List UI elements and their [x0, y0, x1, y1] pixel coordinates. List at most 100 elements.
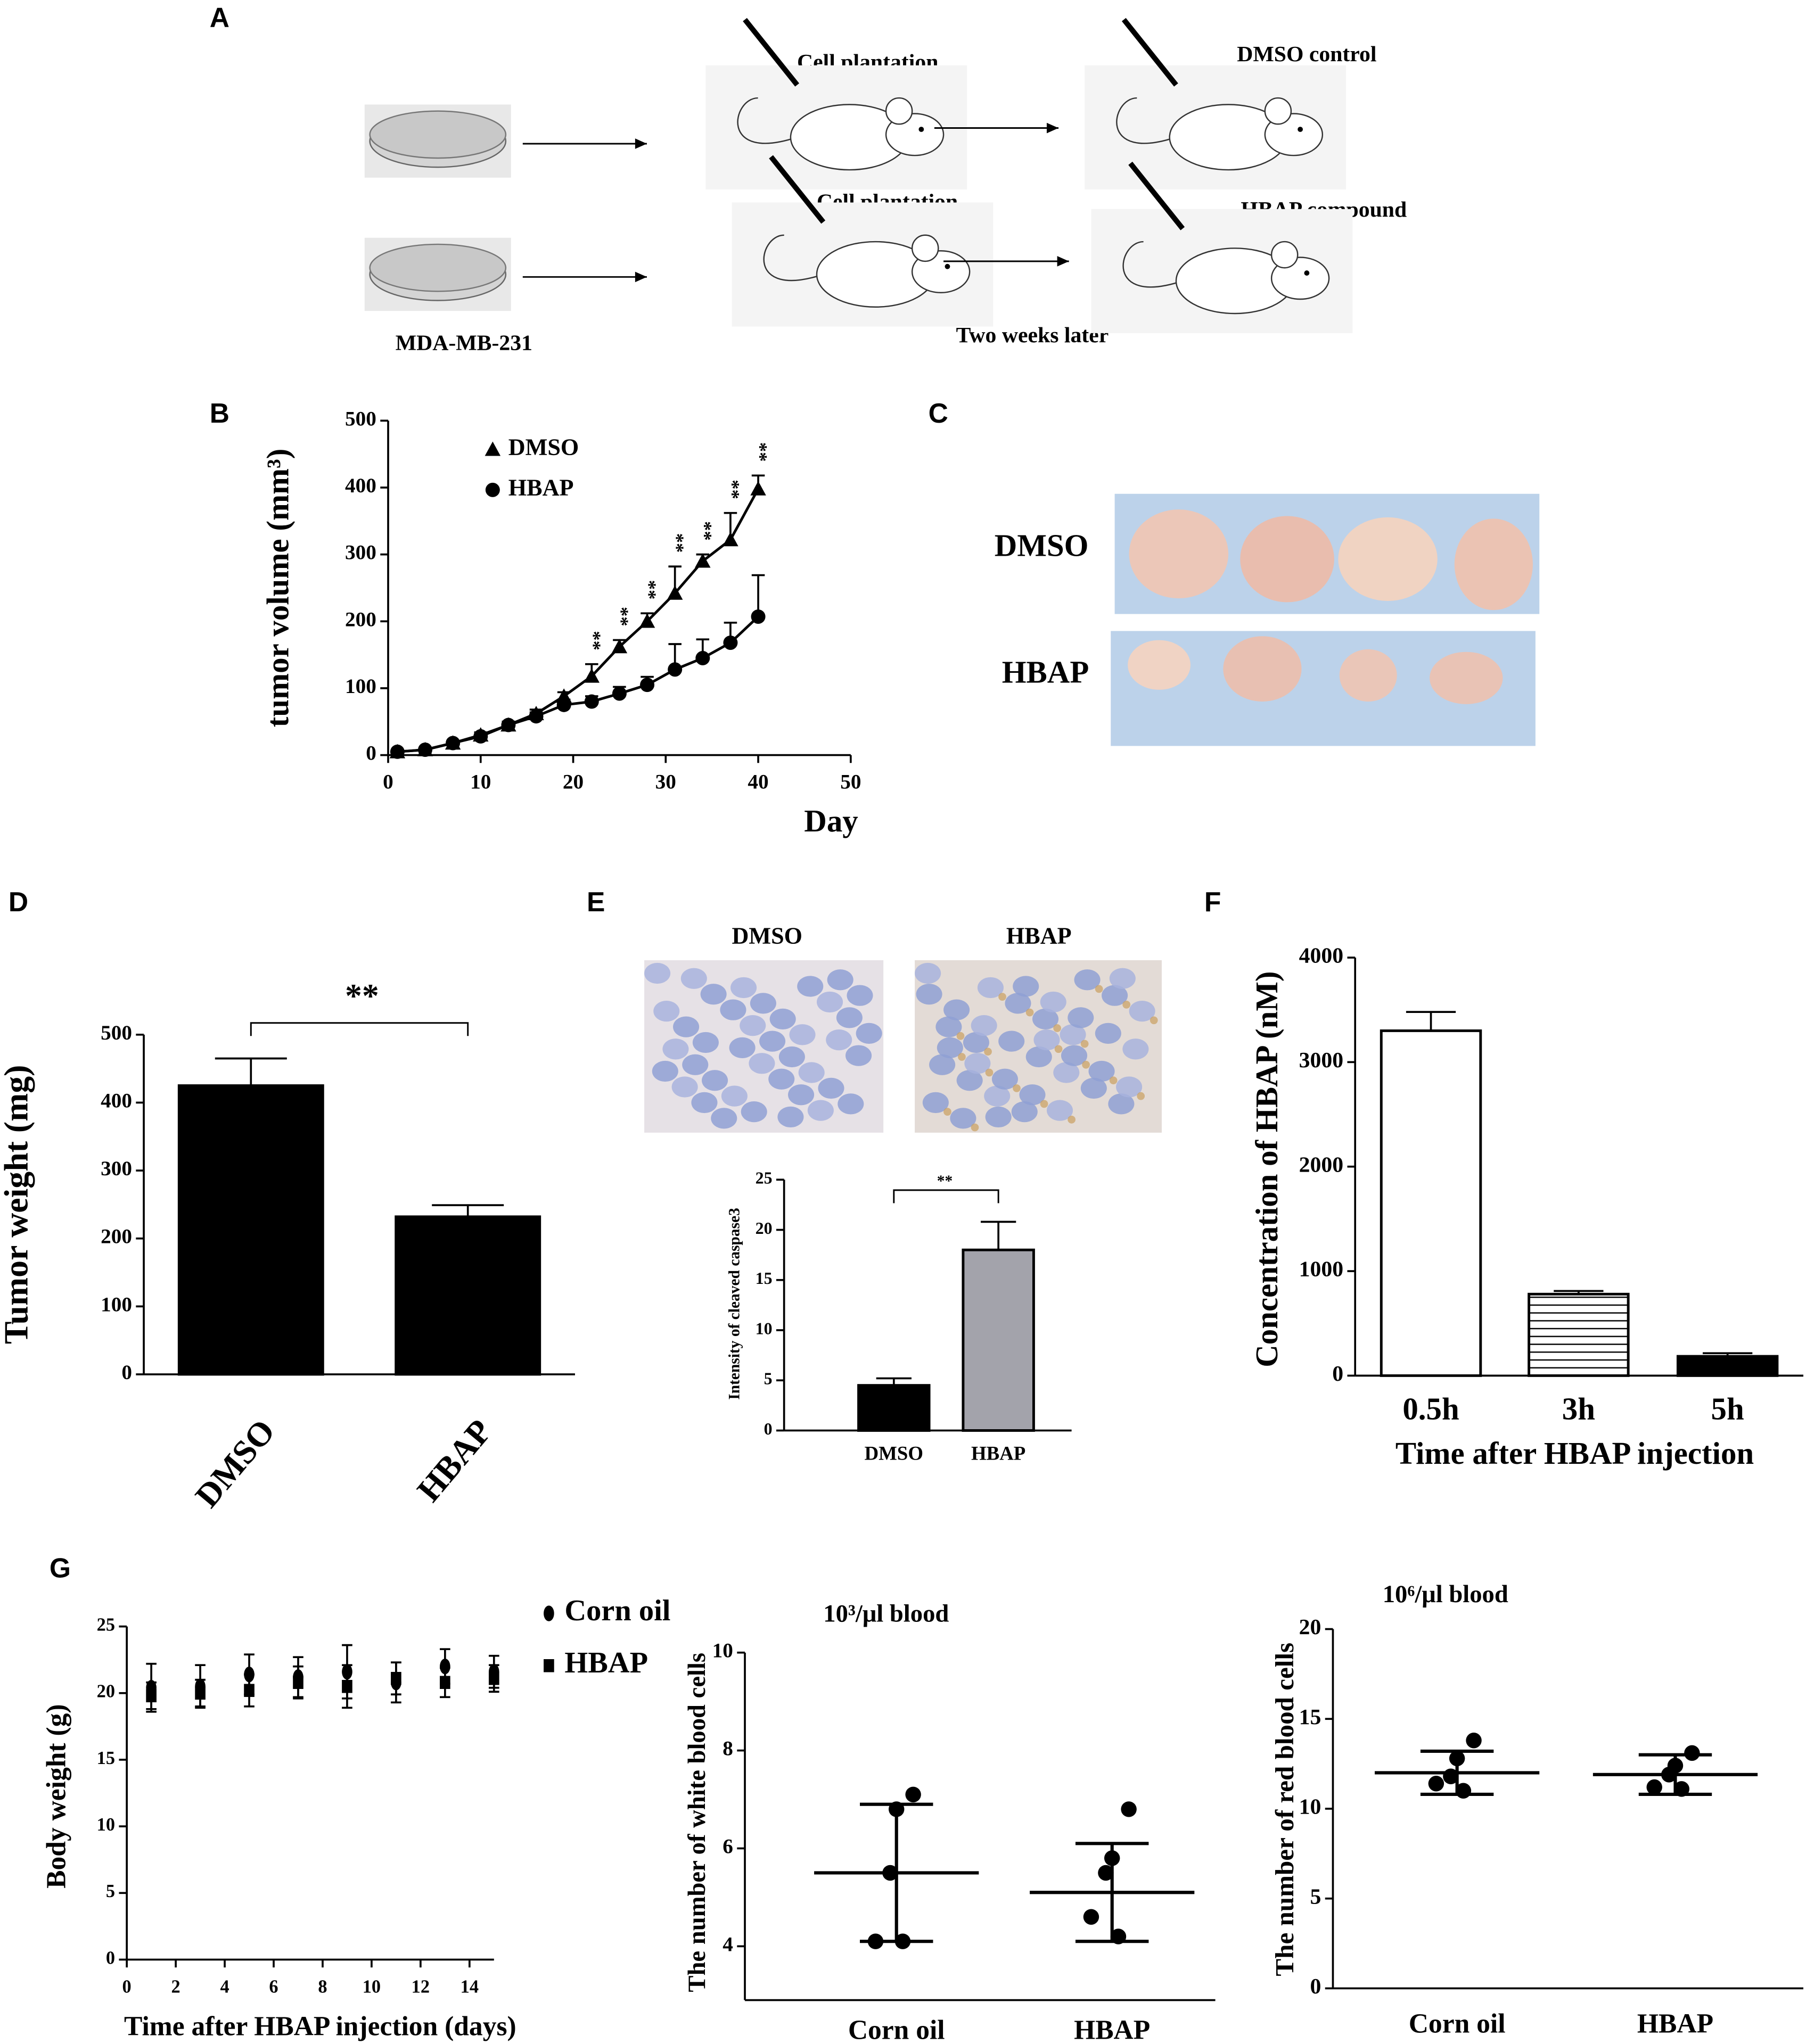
- marker: [391, 1671, 401, 1685]
- y-tick-label: 300: [345, 541, 376, 564]
- cell-nucleus: [963, 1032, 989, 1053]
- tumor: [1223, 636, 1302, 702]
- marker: [418, 743, 433, 757]
- x-tick-label: 2: [171, 1976, 180, 1997]
- stain: [984, 1048, 992, 1056]
- cell-nucleus: [768, 1068, 795, 1090]
- category-label: Corn oil: [848, 2015, 945, 2044]
- stain: [956, 1032, 965, 1040]
- cell-nucleus: [1122, 1039, 1149, 1060]
- stain: [1082, 1060, 1090, 1069]
- cell-nucleus: [673, 1016, 700, 1037]
- cell-nucleus: [964, 1053, 991, 1074]
- category-label: 5h: [1711, 1392, 1744, 1427]
- stain: [1053, 1024, 1061, 1032]
- point: [894, 1933, 911, 1949]
- significance-label: **: [611, 607, 633, 627]
- y-tick-label: 25: [97, 1614, 115, 1635]
- y-tick-label: 0: [1332, 1362, 1343, 1386]
- legend-label: HBAP: [564, 1646, 648, 1679]
- cell-nucleus: [788, 1084, 815, 1106]
- cell-nucleus: [711, 1108, 737, 1129]
- mouse-tail: [1122, 241, 1183, 288]
- y-tick-label: 3000: [1299, 1048, 1343, 1073]
- dish-rim: [369, 243, 507, 292]
- point: [1443, 1768, 1459, 1784]
- category-label: DMSO: [865, 1443, 923, 1464]
- bar: [395, 1215, 541, 1376]
- cell-nucleus: [798, 1062, 825, 1083]
- mouse-ear: [1270, 241, 1299, 269]
- marker: [556, 697, 571, 712]
- cell-nucleus: [777, 1106, 804, 1128]
- cell-nucleus: [950, 1108, 976, 1129]
- cell-nucleus: [729, 1037, 756, 1058]
- cell-nucleus: [741, 1101, 767, 1123]
- point: [1684, 1745, 1700, 1761]
- syringe: [1121, 18, 1178, 87]
- cell-nucleus: [750, 993, 776, 1014]
- cell-nucleus: [1011, 1101, 1038, 1123]
- error-bar: [981, 1221, 1016, 1250]
- category-label: Corn oil: [1409, 2008, 1506, 2039]
- cell-nucleus: [700, 984, 727, 1005]
- cell-nucleus: [826, 1029, 852, 1051]
- point: [1449, 1750, 1465, 1767]
- y-axis-label: Tumor weight (mg): [0, 1065, 35, 1345]
- y-axis-label: Intensity of cleaved caspase3: [726, 1208, 743, 1400]
- cell-nucleus: [1074, 969, 1101, 991]
- legend-marker: [485, 482, 500, 497]
- cell-nucleus: [749, 1053, 775, 1074]
- cell-nucleus: [922, 1092, 949, 1114]
- cell-nucleus: [1060, 1024, 1086, 1045]
- mouse-eye: [1304, 270, 1310, 276]
- bar: [962, 1248, 1035, 1432]
- point: [1466, 1733, 1482, 1749]
- y-tick-label: 10: [756, 1319, 773, 1338]
- y-tick-label: 20: [1299, 1615, 1321, 1639]
- cell-line-label: MDA-MB-231: [396, 331, 532, 356]
- point: [889, 1801, 905, 1817]
- cell-nucleus: [682, 1054, 709, 1075]
- cell-nucleus: [807, 1100, 834, 1121]
- y-tick-label: 15: [97, 1748, 115, 1768]
- panel-label: A: [210, 2, 229, 32]
- marker: [473, 729, 488, 744]
- y-axis-label: The number of red blood cells: [1270, 1643, 1299, 1976]
- bar: [1676, 1355, 1779, 1377]
- y-tick-label: 0: [1310, 1974, 1321, 1999]
- y-tick-label: 15: [1299, 1705, 1321, 1729]
- cell-nucleus: [797, 976, 824, 997]
- arrow-head: [635, 138, 647, 149]
- y-tick-label: 6: [723, 1835, 733, 1858]
- marker: [750, 481, 766, 496]
- marker: [612, 686, 627, 701]
- y-tick-label: 4000: [1299, 944, 1343, 968]
- cell-nucleus: [1102, 985, 1128, 1006]
- stain: [1013, 1084, 1021, 1092]
- y-tick-label: 100: [345, 675, 376, 698]
- cell-nucleus: [1013, 976, 1039, 997]
- cell-nucleus: [998, 1031, 1025, 1052]
- cell-nucleus: [721, 1085, 748, 1107]
- legend-label: DMSO: [508, 434, 579, 460]
- y-tick-label: 0: [764, 1420, 773, 1438]
- stain: [1150, 1016, 1158, 1025]
- cell-nucleus: [1080, 1077, 1107, 1099]
- cell-nucleus: [1116, 1076, 1143, 1098]
- y-tick-label: 10: [712, 1639, 733, 1662]
- category-label: HBAP: [1074, 2015, 1150, 2044]
- marker: [529, 709, 544, 724]
- cell-nucleus: [789, 1024, 816, 1045]
- cell-nucleus: [1032, 1008, 1059, 1029]
- tumor: [1339, 649, 1397, 702]
- syringe: [743, 18, 800, 87]
- y-tick-label: 20: [97, 1682, 115, 1702]
- y-tick-label: 300: [101, 1157, 132, 1180]
- point: [882, 1865, 898, 1881]
- cell-nucleus: [856, 1023, 882, 1044]
- significance-label: **: [583, 631, 605, 650]
- cell-nucleus: [662, 1039, 689, 1060]
- y-tick-label: 5: [764, 1370, 773, 1388]
